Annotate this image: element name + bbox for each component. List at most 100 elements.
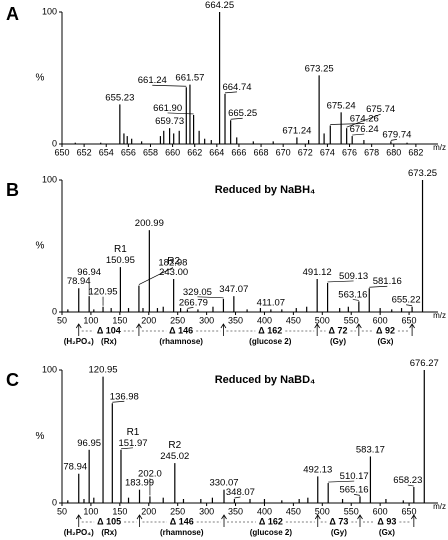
x-tick-label: 676 [342,147,357,157]
x-tick-label: 450 [286,315,301,325]
x-tick-label: 400 [257,315,272,325]
leader-line [353,494,361,496]
x-tick-label: 672 [298,147,313,157]
y-tick-label: 100 [42,174,57,184]
x-tick-label: 100 [83,315,98,325]
leader-line [224,91,238,94]
x-tick-label: 660 [165,147,180,157]
panel-label: B [6,180,19,200]
peak-label: 581.16 [373,276,402,287]
peak-label: 200.99 [135,218,164,229]
leader-line [327,280,354,283]
fragment-name: (rhamnose) [159,337,203,346]
arrow-head [136,514,143,520]
peak-label: 675.74 [366,104,395,115]
peak-label: 78.94 [67,276,91,287]
arrow-head [314,323,321,329]
peak-label: 150.95 [106,255,135,266]
x-tick-label: 300 [199,506,214,516]
x-tick-label: 600 [373,315,388,325]
x-tick-label: 100 [83,506,98,516]
x-tick-label: 400 [257,506,272,516]
x-tick-label: 500 [315,506,330,516]
x-tick-label: 550 [344,506,359,516]
fragment-delta: Δ 92 [376,325,395,335]
peak-label: 348.07 [226,487,255,498]
peak-label: 329.05 [183,287,212,298]
x-tick-label: 200 [141,315,156,325]
leader-line [120,447,134,450]
peak-annotation: R2 [167,256,180,267]
x-tick-label: 682 [408,147,423,157]
arrow-head [356,323,362,329]
leader-line [112,400,125,403]
x-tick-label: 652 [77,147,92,157]
peak-label: 664.74 [222,82,251,93]
peak-label: 347.07 [219,284,248,295]
leader-line [346,113,381,128]
arrow-head [357,514,363,520]
peak-label: 661.57 [175,73,204,84]
peak-label: 676.24 [350,124,379,135]
x-axis-label: m/z [433,311,446,320]
peak-label: 245.02 [160,451,189,462]
x-tick-label: 500 [315,315,330,325]
fragment-name: (Rx) [101,528,117,537]
peak-label: 658.23 [393,475,422,486]
fragment-delta: Δ 146 [169,325,193,335]
x-tick-label: 650 [402,315,417,325]
arrow-head [220,323,227,329]
peak-label: 182.98 [158,258,187,269]
peak-annotation: R2 [168,440,181,451]
x-tick-label: 674 [320,147,335,157]
x-axis-label: m/z [433,143,446,152]
x-tick-label: 664 [209,147,224,157]
x-tick-label: 300 [199,315,214,325]
x-tick-label: 668 [254,147,269,157]
x-tick-label: 50 [57,506,67,516]
peak-label: 492.13 [303,464,332,475]
peak-label: 679.74 [382,129,411,140]
x-tick-label: 250 [170,506,185,516]
leader-line [352,133,365,136]
fragment-name: (Gy) [331,528,347,537]
peak-label: 96.94 [77,267,101,278]
peak-label: 673.25 [408,168,437,179]
peak-label: 664.25 [205,0,234,11]
x-tick-label: 250 [170,315,185,325]
x-tick-label: 678 [364,147,379,157]
peak-label: 243.00 [159,267,188,278]
fragment-delta: Δ 105 [97,516,121,526]
peak-label: 659.73 [155,116,184,127]
peak-label: 676.27 [410,358,439,369]
x-tick-label: 350 [228,506,243,516]
leader-line [197,296,224,299]
x-tick-label: 656 [121,147,136,157]
peak-label: 563.16 [338,289,367,300]
peak-label: 661.24 [138,75,167,86]
peak-label: 671.24 [282,125,311,136]
peak-label: 120.95 [89,287,118,298]
fragment-name: (Rx) [101,337,117,346]
x-axis-label: m/z [433,502,446,511]
leader-line [407,484,414,487]
peak-annotation: R1 [127,427,140,438]
x-tick-label: 658 [143,147,158,157]
fragment-delta: Δ 162 [258,325,282,335]
peak-label: 665.25 [228,108,257,119]
panel-title: Reduced by NaBD₄ [215,374,316,386]
leader-line [330,123,365,125]
fragment-name: (Gx) [379,528,395,537]
y-tick-label: 100 [42,364,57,374]
arrow-head [221,514,227,520]
fragment-name: (Gy) [330,337,346,346]
x-tick-label: 450 [286,506,301,516]
peak-label: 136.98 [110,391,139,402]
peak-label: 675.24 [327,100,356,111]
peak-label: 120.95 [89,365,118,376]
peak-label: 151.97 [118,438,147,449]
x-tick-label: 670 [276,147,291,157]
x-tick-label: 666 [231,147,246,157]
fragment-delta: Δ 104 [97,325,121,335]
arrow-head [410,514,417,520]
